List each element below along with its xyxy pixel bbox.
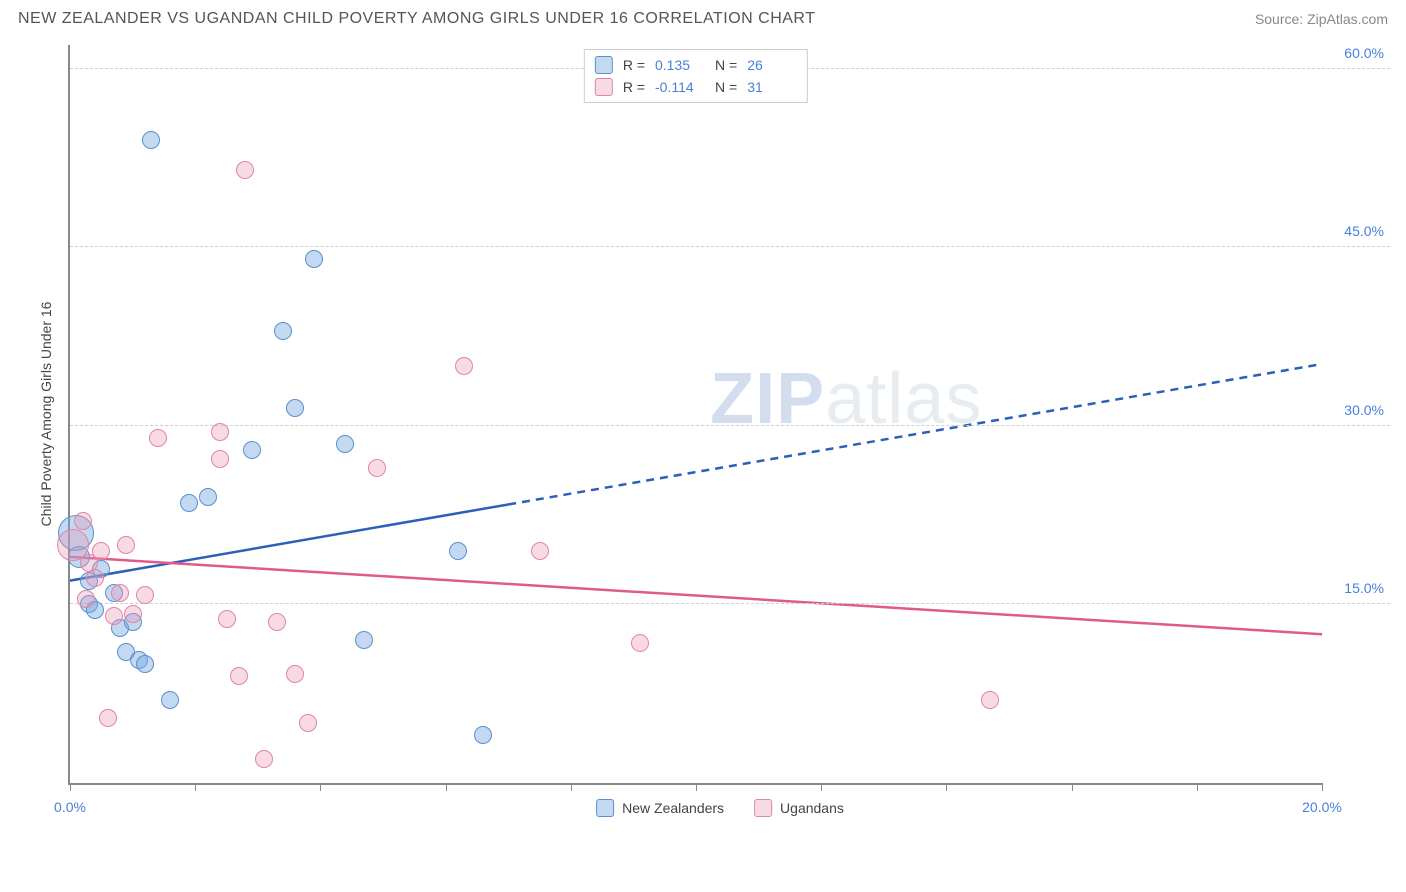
header: NEW ZEALANDER VS UGANDAN CHILD POVERTY A… <box>0 0 1406 36</box>
data-point <box>218 610 236 628</box>
data-point <box>981 691 999 709</box>
x-tick <box>320 783 321 791</box>
gridline <box>70 425 1390 426</box>
data-point <box>286 665 304 683</box>
x-tick <box>1322 783 1323 791</box>
data-point <box>161 691 179 709</box>
data-point <box>243 441 261 459</box>
x-tick-label: 0.0% <box>54 799 86 815</box>
data-point <box>355 631 373 649</box>
data-point <box>299 714 317 732</box>
data-point <box>305 250 323 268</box>
x-tick <box>696 783 697 791</box>
x-tick-label: 20.0% <box>1302 799 1342 815</box>
data-point <box>92 542 110 560</box>
data-point <box>149 429 167 447</box>
data-point <box>286 399 304 417</box>
r-label: R = <box>623 79 645 95</box>
legend-item-nz: New Zealanders <box>596 799 724 817</box>
data-point <box>136 655 154 673</box>
legend-row-ug: R = -0.114 N = 31 <box>595 76 797 98</box>
data-point <box>631 634 649 652</box>
correlation-legend: R = 0.135 N = 26 R = -0.114 N = 31 <box>584 49 808 103</box>
scatter-plot: Child Poverty Among Girls Under 16 R = 0… <box>68 45 1322 785</box>
swatch-blue-icon <box>596 799 614 817</box>
data-point <box>86 569 104 587</box>
data-point <box>199 488 217 506</box>
data-point <box>474 726 492 744</box>
chart-title: NEW ZEALANDER VS UGANDAN CHILD POVERTY A… <box>18 10 815 28</box>
source-label: Source: ZipAtlas.com <box>1255 11 1388 27</box>
data-point <box>117 536 135 554</box>
data-point <box>142 131 160 149</box>
x-tick <box>1072 783 1073 791</box>
series-legend: New Zealanders Ugandans <box>596 799 844 817</box>
data-point <box>455 357 473 375</box>
x-tick <box>571 783 572 791</box>
data-point <box>74 512 92 530</box>
y-tick-label: 60.0% <box>1344 45 1384 61</box>
trend-line-solid <box>70 557 1322 634</box>
x-tick <box>446 783 447 791</box>
data-point <box>236 161 254 179</box>
data-point <box>268 613 286 631</box>
gridline <box>70 603 1390 604</box>
data-point <box>211 423 229 441</box>
y-tick-label: 15.0% <box>1344 580 1384 596</box>
swatch-pink-icon <box>595 78 613 96</box>
y-tick-label: 45.0% <box>1344 223 1384 239</box>
r-value-nz: 0.135 <box>655 57 705 73</box>
r-label: R = <box>623 57 645 73</box>
data-point <box>274 322 292 340</box>
n-label: N = <box>715 79 737 95</box>
data-point <box>111 584 129 602</box>
n-label: N = <box>715 57 737 73</box>
x-tick <box>946 783 947 791</box>
data-point <box>136 586 154 604</box>
data-point <box>211 450 229 468</box>
trend-lines <box>70 45 1322 783</box>
x-tick <box>1197 783 1198 791</box>
legend-row-nz: R = 0.135 N = 26 <box>595 54 797 76</box>
data-point <box>77 590 95 608</box>
y-tick-label: 30.0% <box>1344 402 1384 418</box>
data-point <box>180 494 198 512</box>
x-tick <box>821 783 822 791</box>
data-point <box>368 459 386 477</box>
data-point <box>255 750 273 768</box>
n-value-nz: 26 <box>747 57 797 73</box>
swatch-blue-icon <box>595 56 613 74</box>
data-point <box>531 542 549 560</box>
data-point <box>99 709 117 727</box>
legend-label-nz: New Zealanders <box>622 800 724 816</box>
x-tick <box>70 783 71 791</box>
gridline <box>70 246 1390 247</box>
legend-item-ug: Ugandans <box>754 799 844 817</box>
x-tick <box>195 783 196 791</box>
r-value-ug: -0.114 <box>655 79 705 95</box>
trend-line-dashed <box>508 364 1322 504</box>
data-point <box>124 605 142 623</box>
data-point <box>230 667 248 685</box>
data-point <box>449 542 467 560</box>
data-point <box>105 607 123 625</box>
y-axis-label: Child Poverty Among Girls Under 16 <box>38 302 54 527</box>
data-point <box>336 435 354 453</box>
chart-area: Child Poverty Among Girls Under 16 R = 0… <box>50 45 1390 825</box>
legend-label-ug: Ugandans <box>780 800 844 816</box>
n-value-ug: 31 <box>747 79 797 95</box>
swatch-pink-icon <box>754 799 772 817</box>
